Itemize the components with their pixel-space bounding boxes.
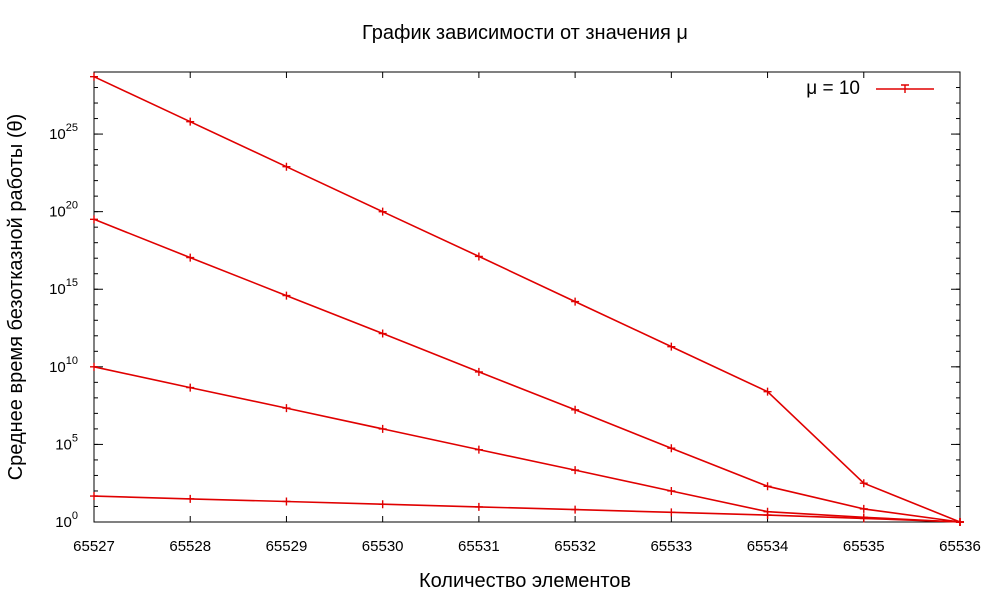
legend-marker (901, 84, 909, 93)
x-tick-label: 65529 (266, 538, 308, 555)
data-point (282, 291, 291, 300)
data-point (763, 511, 772, 520)
series-2 (90, 215, 964, 526)
data-point (474, 502, 483, 511)
y-tick-label: 1015 (49, 277, 78, 298)
y-axis-label: Среднее время безотказной работы (θ) (5, 114, 27, 481)
data-point (90, 362, 98, 371)
data-point (571, 297, 580, 306)
data-point (378, 329, 387, 338)
x-tick-label: 65532 (554, 538, 596, 555)
legend: μ = 10 (806, 78, 934, 99)
axis-ticks (93, 72, 961, 523)
data-point (378, 207, 387, 216)
data-point (859, 479, 868, 488)
data-point (667, 342, 676, 351)
x-tick-label: 65527 (73, 538, 115, 555)
y-tick-label: 100 (55, 510, 78, 531)
x-tick-label: 65530 (362, 538, 404, 555)
data-point (763, 482, 772, 491)
y-tick-label: 105 (55, 432, 78, 453)
series-3 (90, 362, 964, 526)
series-line (93, 366, 961, 523)
data-point (186, 494, 195, 503)
y-tick-label: 1010 (49, 355, 78, 376)
data-point (186, 383, 195, 392)
data-point (667, 444, 676, 453)
data-point (282, 404, 291, 413)
series-4 (90, 492, 964, 526)
data-point (282, 162, 291, 171)
data-point (571, 505, 580, 514)
data-point (90, 72, 98, 81)
data-point (859, 504, 868, 513)
data-point (859, 514, 868, 523)
data-point (763, 387, 772, 396)
x-tick-label: 65534 (747, 538, 789, 555)
data-point (474, 252, 483, 261)
plot-frame (93, 71, 961, 523)
data-point (90, 215, 98, 224)
data-point (474, 445, 483, 454)
x-tick-label: 65528 (169, 538, 211, 555)
legend-label: μ = 10 (806, 78, 860, 99)
x-tick-label: 65535 (843, 538, 885, 555)
series-layer (90, 72, 964, 526)
x-tick-label: 65533 (650, 538, 692, 555)
series-line (93, 495, 961, 523)
data-point (667, 486, 676, 495)
series-line (93, 75, 961, 523)
y-tick-label: 1020 (49, 200, 78, 221)
series-line (93, 218, 961, 523)
x-tick-label: 65531 (458, 538, 500, 555)
data-point (956, 518, 964, 526)
data-point (378, 424, 387, 433)
data-point (378, 500, 387, 509)
tick-labels: 65527 65528 65529 65530 65531 65532 65533 65534… (49, 122, 981, 555)
data-point (474, 367, 483, 376)
data-point (186, 117, 195, 126)
y-tick-label: 1025 (49, 122, 78, 143)
series-1 (90, 72, 964, 526)
data-point (186, 253, 195, 262)
x-axis-label: Количество элементов (419, 570, 631, 592)
data-point (667, 508, 676, 517)
data-point (571, 466, 580, 475)
data-point (282, 497, 291, 506)
chart-title: График зависимости от значения μ (362, 22, 688, 44)
data-point (90, 492, 98, 501)
data-point (571, 405, 580, 414)
x-tick-label: 65536 (939, 538, 981, 555)
